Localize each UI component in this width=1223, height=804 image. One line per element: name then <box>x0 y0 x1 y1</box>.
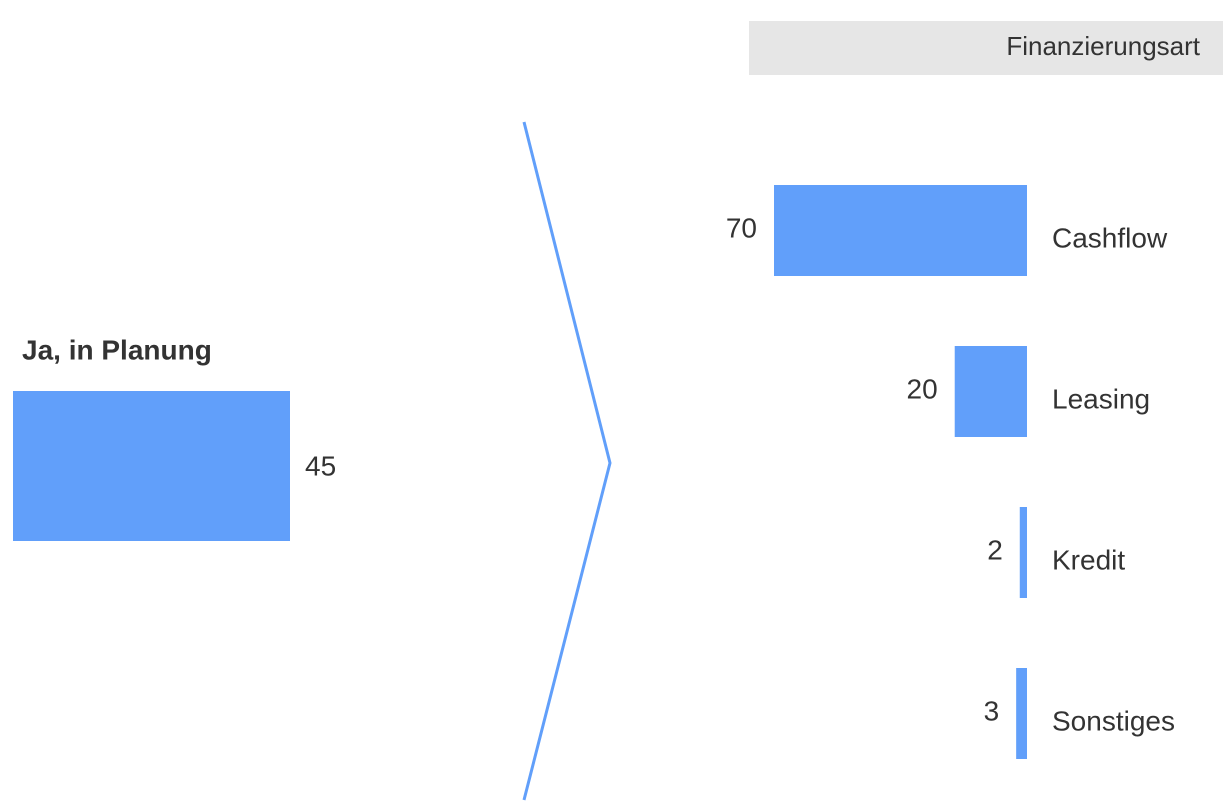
category-label: Ja, in Planung <box>22 334 212 365</box>
value-label: 20 <box>907 373 938 404</box>
header-box <box>749 21 1223 75</box>
bar <box>1016 668 1027 759</box>
chart-title: Finanzierungsart <box>1006 31 1200 61</box>
category-label: Sonstiges <box>1052 705 1175 736</box>
connector-arrow <box>522 121 612 801</box>
category-label: Leasing <box>1052 383 1150 414</box>
category-label: Cashflow <box>1052 222 1168 253</box>
bar <box>774 185 1027 276</box>
value-label: 70 <box>726 212 757 243</box>
bar <box>954 346 1027 437</box>
value-label: 3 <box>984 695 1000 726</box>
bar <box>1019 507 1027 598</box>
value-label: 45 <box>305 450 336 481</box>
category-label: Kredit <box>1052 544 1125 575</box>
value-label: 2 <box>987 534 1003 565</box>
bar <box>13 391 290 541</box>
